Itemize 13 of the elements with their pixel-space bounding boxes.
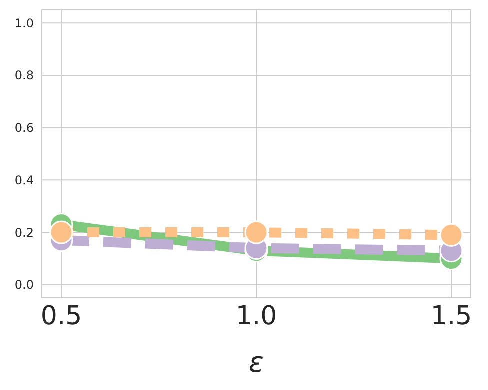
x-axis-title: ε xyxy=(248,346,264,379)
x-tick-label: 1.5 xyxy=(430,301,472,332)
y-tick-label: 0.4 xyxy=(14,173,34,188)
y-tick-label: 0.6 xyxy=(14,121,34,136)
point xyxy=(50,220,74,244)
y-tick-label: 0.8 xyxy=(14,68,34,83)
x-tick-label: 1.0 xyxy=(236,301,278,332)
point xyxy=(440,223,464,247)
y-tick-label: 0.0 xyxy=(14,278,34,292)
point xyxy=(244,220,268,244)
y-tick-label: 0.2 xyxy=(14,226,34,240)
x-tick-label: 0.5 xyxy=(40,301,82,332)
y-tick-label: 1.0 xyxy=(14,16,34,30)
